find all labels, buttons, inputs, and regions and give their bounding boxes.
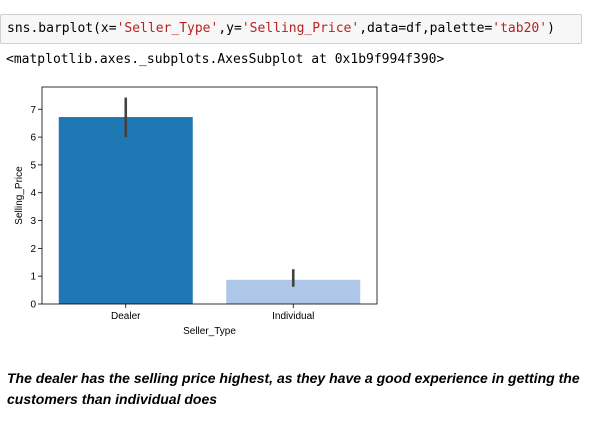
y-axis-label: Selling_Price <box>14 166 25 225</box>
code-cell[interactable]: sns.barplot(x='Seller_Type',y='Selling_P… <box>0 14 582 44</box>
code-string: 'tab20' <box>492 21 548 36</box>
code-plain: sns.barplot(x= <box>7 21 117 36</box>
y-tick-label: 5 <box>30 160 36 171</box>
y-tick-label: 1 <box>30 272 36 283</box>
bar <box>58 117 193 304</box>
y-tick-label: 6 <box>30 133 36 144</box>
code-plain: ,y= <box>218 21 242 36</box>
plot-frame <box>41 86 378 305</box>
markdown-cell: The dealer has the selling price highest… <box>7 370 580 407</box>
y-tick-label: 7 <box>30 105 36 116</box>
y-tick-label: 2 <box>30 244 36 255</box>
x-tick-label: Individual <box>272 311 314 322</box>
y-tick-label: 0 <box>30 300 36 311</box>
code-string: 'Selling_Price' <box>241 21 360 36</box>
x-axis-label: Seller_Type <box>183 326 236 337</box>
code-plain: ) <box>547 21 555 36</box>
code-string: 'Seller_Type' <box>116 21 219 36</box>
cell-output-text: <matplotlib.axes._subplots.AxesSubplot a… <box>6 52 445 67</box>
code-plain: ,data=df,palette= <box>359 21 493 36</box>
y-tick-label: 4 <box>30 188 36 199</box>
barplot-chart: Dealer Individual 0 1 2 3 4 5 6 7 Seller_Type Selli… <box>14 86 378 337</box>
y-tick-label: 3 <box>30 216 36 227</box>
x-tick-label: Dealer <box>111 311 141 322</box>
